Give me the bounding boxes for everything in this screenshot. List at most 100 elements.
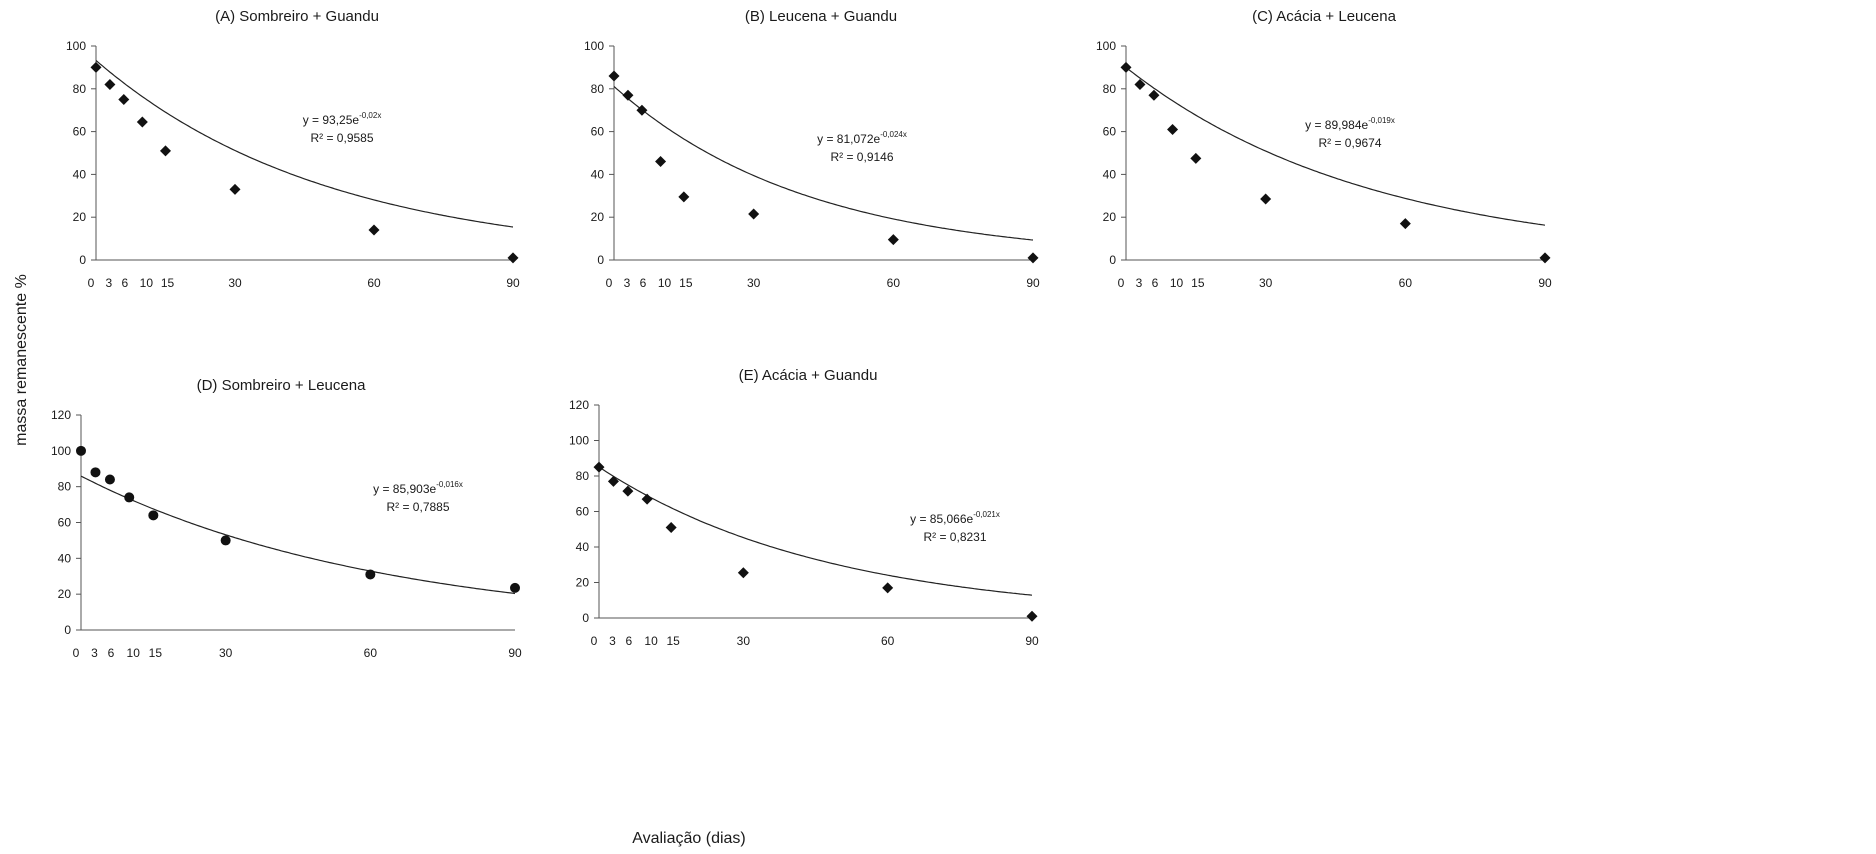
x-tick-label: 60 [881, 634, 895, 648]
x-tick-label: 0 [88, 276, 95, 290]
x-tick-label: 30 [219, 646, 233, 660]
y-tick-label: 20 [73, 210, 87, 224]
y-tick-label: 40 [576, 540, 590, 554]
x-tick-label: 0 [591, 634, 598, 648]
data-point [1027, 252, 1039, 264]
data-point [1167, 123, 1179, 135]
data-point [1120, 61, 1132, 73]
x-tick-label: 90 [1026, 276, 1040, 290]
data-point [365, 569, 376, 580]
y-tick-label: 0 [597, 253, 604, 267]
trend-line [81, 475, 515, 595]
y-tick-label: 0 [79, 253, 86, 267]
data-point [1134, 79, 1146, 91]
panel-title: (D) Sombreiro + Leucena [197, 377, 366, 394]
x-tick-label: 60 [1399, 276, 1413, 290]
x-axis-label: Avaliação (dias) [632, 830, 746, 847]
data-point [748, 208, 760, 220]
equation-label: y = 81,072e-0,024x [817, 130, 907, 146]
x-tick-label: 6 [626, 634, 633, 648]
x-tick-label: 6 [121, 276, 128, 290]
y-tick-label: 80 [1103, 82, 1117, 96]
x-tick-label: 15 [679, 276, 693, 290]
r-squared-label: R² = 0,9674 [1318, 136, 1381, 150]
y-tick-label: 60 [1103, 125, 1117, 139]
x-tick-label: 3 [1136, 276, 1143, 290]
r-squared-label: R² = 0,9585 [310, 131, 373, 145]
y-tick-label: 20 [1103, 210, 1117, 224]
x-tick-label: 15 [1191, 276, 1205, 290]
trend-line [614, 86, 1033, 241]
data-point [104, 474, 115, 485]
x-tick-label: 30 [1259, 276, 1273, 290]
y-tick-label: 60 [591, 125, 605, 139]
data-point [76, 445, 86, 456]
x-tick-label: 0 [73, 646, 80, 660]
y-tick-label: 100 [569, 434, 589, 448]
data-point [136, 116, 148, 128]
y-tick-label: 100 [1096, 39, 1116, 53]
x-tick-label: 15 [149, 646, 163, 660]
y-tick-label: 20 [58, 587, 72, 601]
data-point [882, 582, 894, 594]
x-tick-label: 30 [737, 634, 751, 648]
data-point [160, 145, 171, 157]
data-point [507, 252, 519, 264]
x-tick-label: 90 [506, 276, 520, 290]
data-point [124, 492, 135, 503]
r-squared-label: R² = 0,9146 [830, 150, 893, 164]
y-tick-label: 100 [584, 39, 604, 53]
y-tick-label: 60 [58, 516, 72, 530]
y-tick-label: 120 [569, 398, 589, 412]
equation-label: y = 85,903e-0,016x [373, 480, 463, 496]
equation-label: y = 93,25e-0,02x [303, 111, 382, 127]
x-tick-label: 15 [161, 276, 175, 290]
x-tick-label: 60 [887, 276, 901, 290]
data-point [593, 461, 605, 473]
panel-title: (A) Sombreiro + Guandu [215, 8, 379, 25]
data-point [655, 156, 667, 168]
data-point [510, 582, 520, 593]
y-tick-label: 40 [58, 551, 72, 565]
data-point [1190, 152, 1202, 164]
x-tick-label: 10 [127, 646, 141, 660]
panel-title: (B) Leucena + Guandu [745, 8, 897, 25]
y-tick-label: 40 [1103, 167, 1117, 181]
y-tick-label: 20 [576, 576, 590, 590]
x-tick-label: 90 [1538, 276, 1552, 290]
x-tick-label: 10 [140, 276, 154, 290]
y-tick-label: 0 [582, 611, 589, 625]
data-point [636, 104, 648, 116]
y-tick-label: 80 [73, 82, 87, 96]
data-point [641, 493, 653, 505]
data-point [104, 79, 116, 91]
equation-label: y = 85,066e-0,021x [910, 510, 1000, 526]
x-tick-label: 15 [666, 634, 680, 648]
y-tick-label: 80 [576, 469, 590, 483]
y-tick-label: 80 [58, 480, 72, 494]
data-point [90, 61, 102, 73]
trend-line [599, 466, 1032, 596]
x-tick-label: 0 [606, 276, 613, 290]
x-tick-label: 30 [228, 276, 242, 290]
data-point [1026, 610, 1038, 622]
trend-line [1126, 66, 1545, 226]
y-tick-label: 20 [591, 210, 605, 224]
y-tick-label: 60 [73, 125, 87, 139]
data-point [1260, 193, 1272, 205]
y-axis-label: massa remanescente % [13, 274, 30, 446]
data-point [887, 234, 899, 246]
data-point [1539, 252, 1551, 264]
x-tick-label: 3 [91, 646, 98, 660]
x-tick-label: 10 [1170, 276, 1184, 290]
x-tick-label: 3 [106, 276, 113, 290]
y-tick-label: 120 [51, 408, 71, 422]
y-tick-label: 0 [1109, 253, 1116, 267]
data-point [607, 475, 619, 487]
y-tick-label: 60 [576, 505, 590, 519]
trend-line [96, 59, 513, 228]
